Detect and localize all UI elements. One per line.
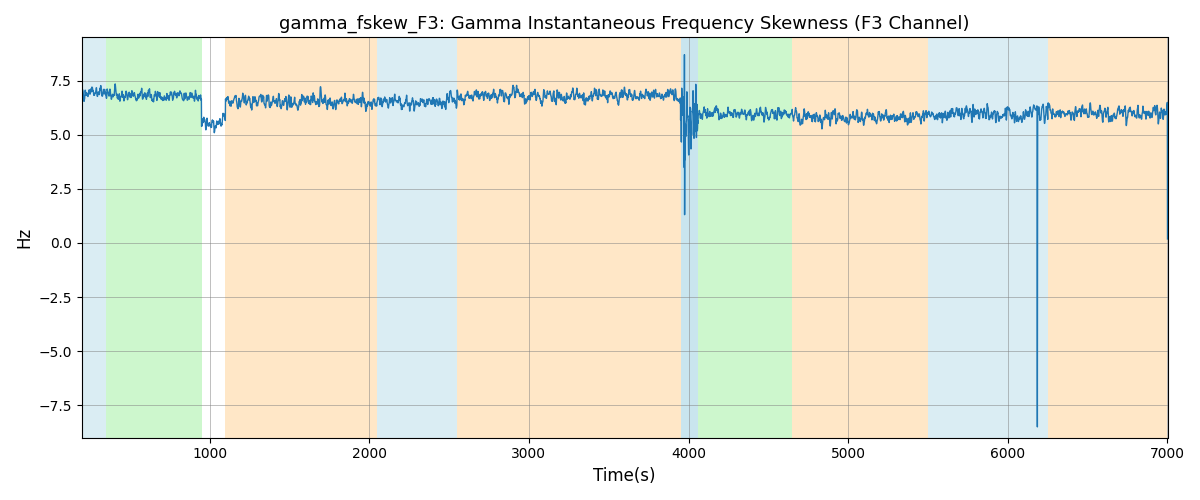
Bar <box>377 38 457 438</box>
Title: gamma_fskew_F3: Gamma Instantaneous Frequency Skewness (F3 Channel): gamma_fskew_F3: Gamma Instantaneous Freq… <box>280 15 970 34</box>
Bar <box>792 38 928 438</box>
Bar <box>106 38 202 438</box>
Bar <box>698 38 792 438</box>
Bar <box>1048 38 1168 438</box>
X-axis label: Time(s): Time(s) <box>593 467 656 485</box>
Bar <box>680 38 698 438</box>
Bar <box>226 38 377 438</box>
Bar <box>457 38 680 438</box>
Bar <box>928 38 1048 438</box>
Bar <box>82 38 106 438</box>
Y-axis label: Hz: Hz <box>14 227 34 248</box>
